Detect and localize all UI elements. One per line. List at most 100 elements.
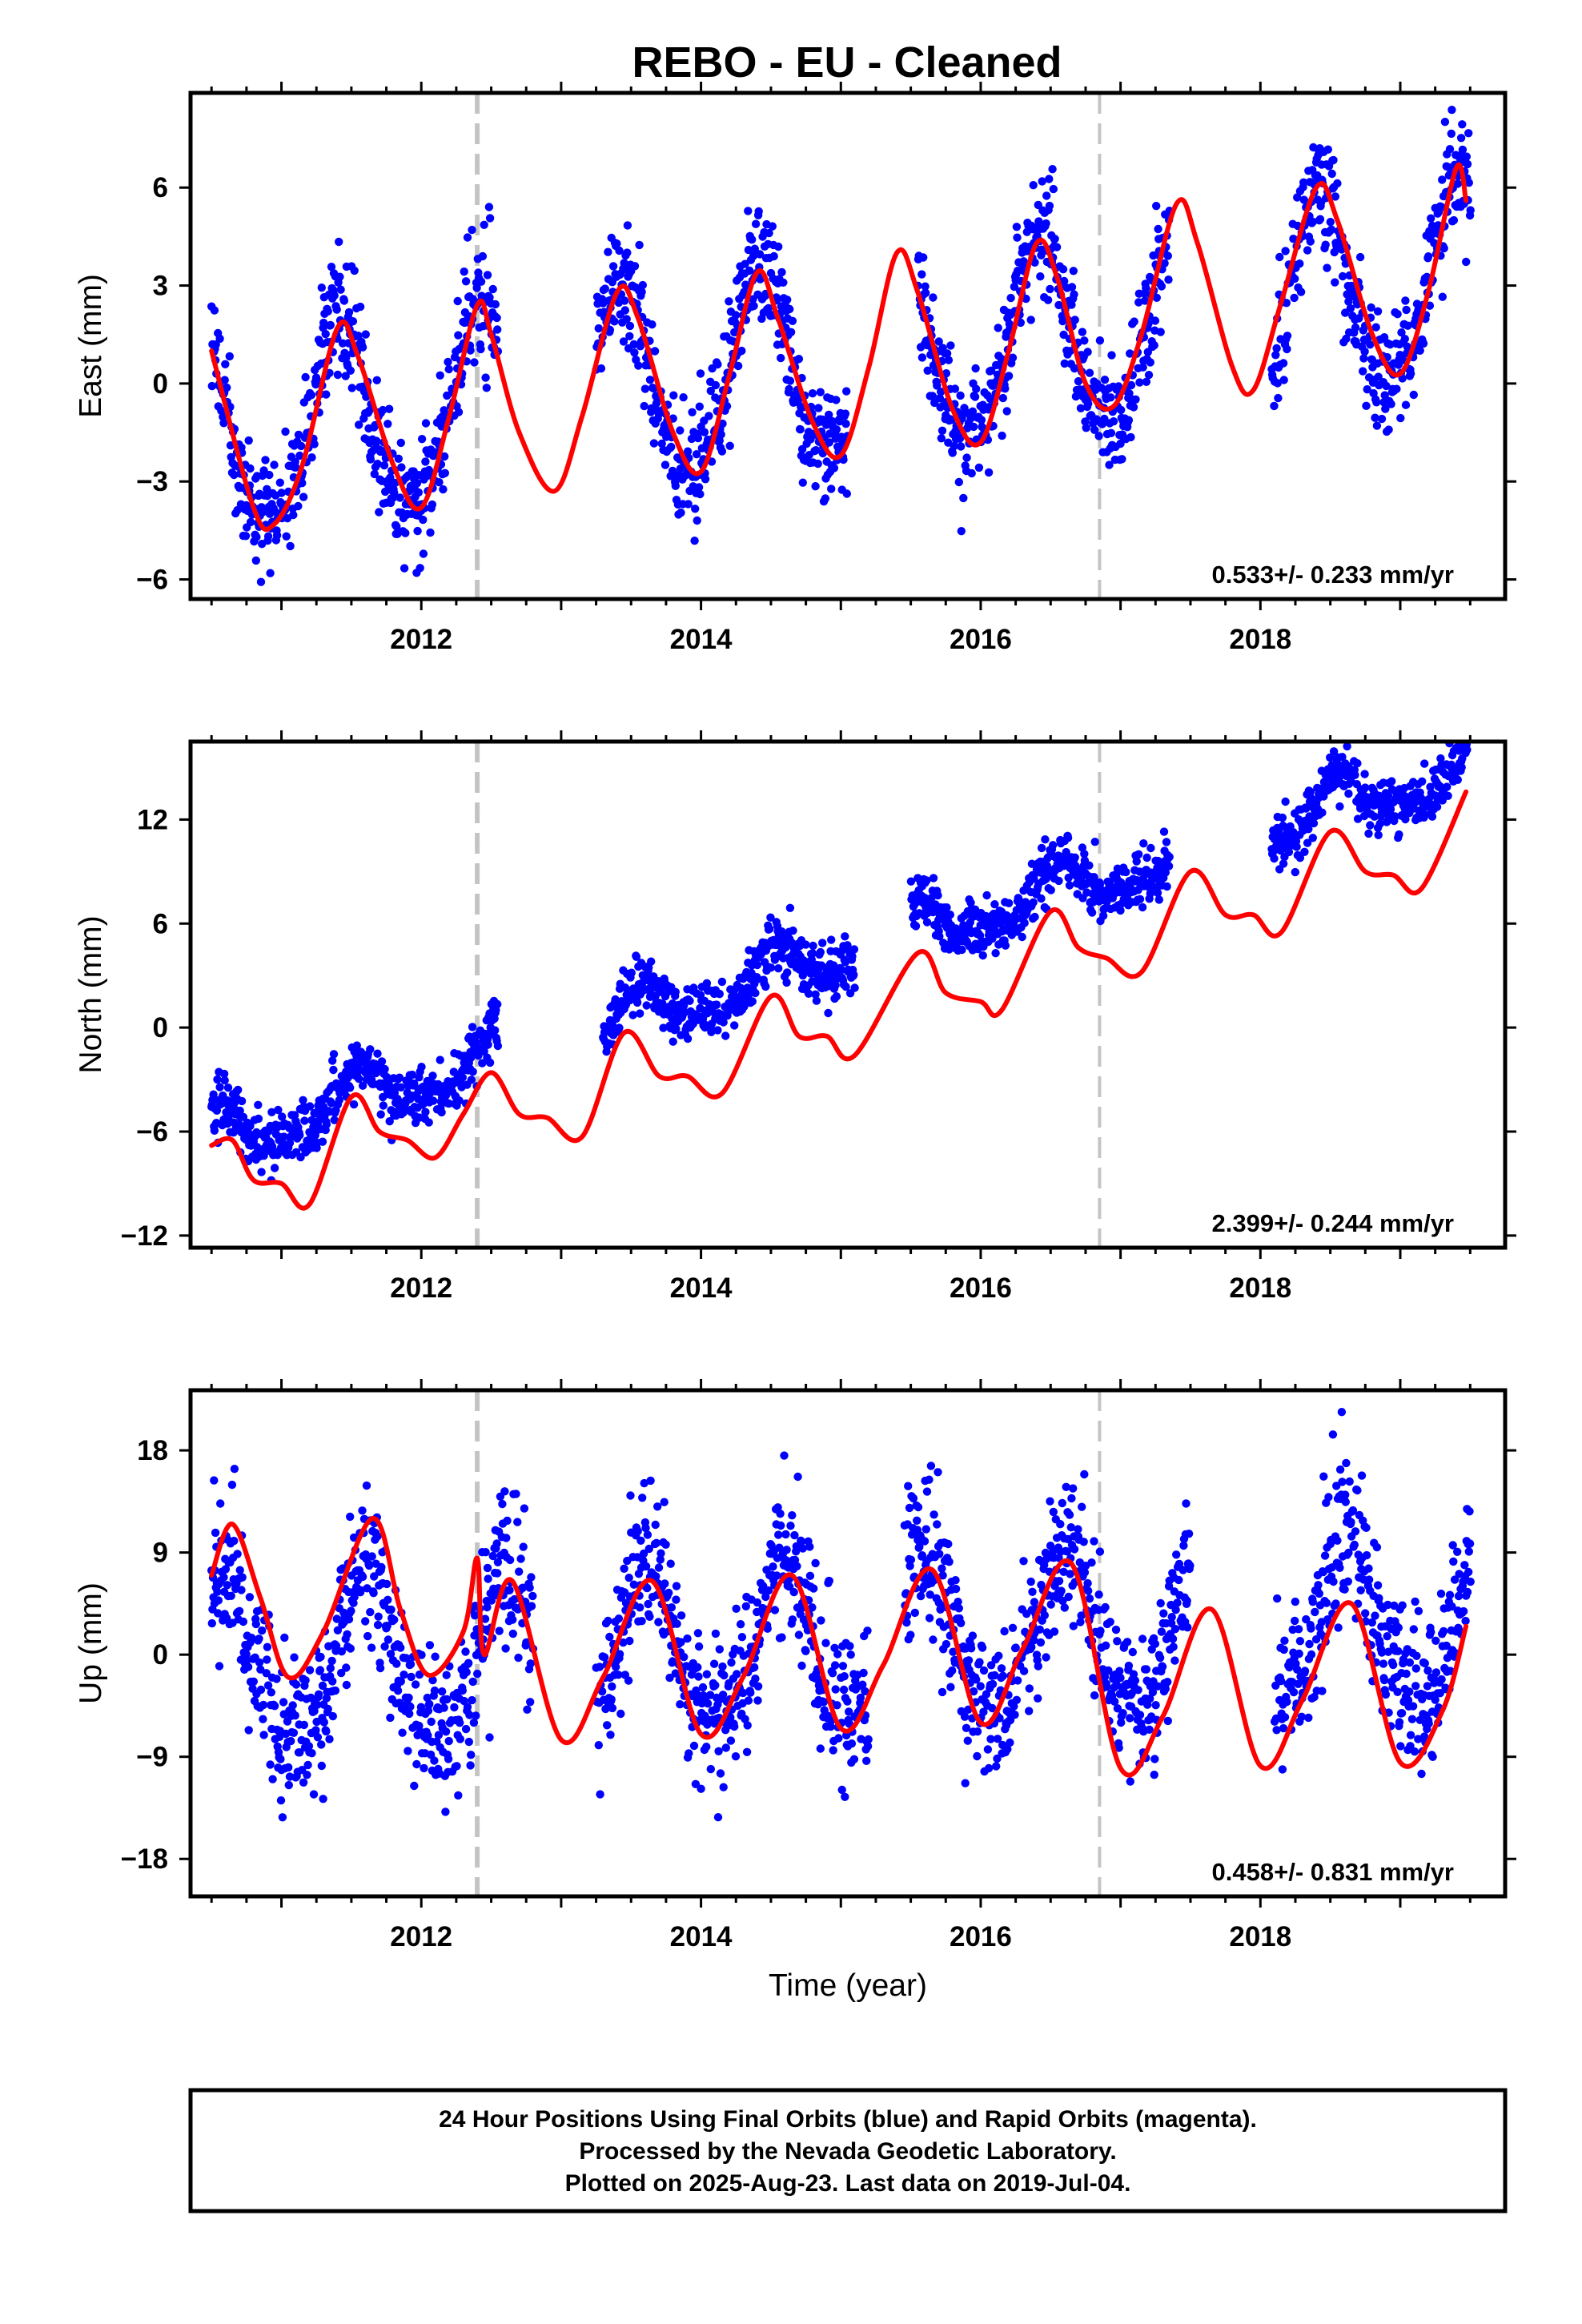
up-data-point [828,1669,837,1678]
east-data-point [1440,118,1450,127]
east-data-point [645,376,655,384]
north-data-point [1420,759,1429,768]
north-data-point [213,1075,222,1084]
up-data-point [843,1697,852,1706]
north-data-point [715,990,724,999]
up-data-point [400,1671,408,1679]
up-data-point [284,1780,293,1790]
east-data-point [1046,284,1054,294]
north-data-point [669,1037,677,1046]
east-data-point [277,489,286,497]
up-data-point [922,1487,932,1496]
up-data-point [746,1688,755,1697]
east-data-point [1126,380,1136,390]
north-y-tick-label: 0 [153,1012,168,1043]
up-data-point [607,1695,616,1704]
up-data-point [328,1711,337,1721]
up-data-point [691,1779,701,1788]
up-data-point [468,1677,477,1687]
up-data-point [925,1614,934,1622]
north-data-point [235,1106,244,1116]
north-data-point [1135,895,1145,904]
north-data-point [1427,812,1437,821]
up-data-point [788,1511,797,1520]
east-data-point [485,214,495,223]
up-data-point [331,1642,341,1651]
east-data-point [223,383,231,392]
east-data-point [1453,179,1463,188]
north-data-point [352,1041,361,1050]
east-data-point [1076,404,1086,412]
up-data-point [263,1681,273,1690]
east-data-point [1045,175,1054,183]
up-data-point [620,1564,628,1574]
east-data-point [744,207,753,215]
north-data-point [385,1117,394,1126]
east-data-point [630,348,639,357]
up-data-point [964,1656,974,1665]
up-data-point [789,1587,798,1597]
north-data-point [1090,838,1099,846]
up-data-point [978,1643,987,1652]
up-data-point [694,1642,704,1651]
east-plot-area [207,93,1475,599]
east-data-point [307,391,316,400]
north-data-point [458,1073,467,1082]
up-data-point [407,1672,416,1682]
up-data-point [861,1687,869,1696]
up-data-point [858,1680,867,1689]
up-data-point [744,1696,753,1705]
east-data-point [370,469,379,479]
up-data-point [442,1671,451,1679]
up-data-point [968,1631,978,1640]
east-data-point [294,430,303,440]
east-data-point [383,420,392,428]
up-data-point [964,1705,973,1714]
north-data-point [493,999,502,1009]
up-data-point [267,1688,275,1697]
north-y-tick-label: −6 [136,1116,168,1148]
up-data-point [396,1677,405,1686]
up-data-point [859,1668,868,1678]
east-data-point [998,431,1006,440]
up-data-point [846,1651,855,1659]
east-data-point [944,356,954,364]
up-data-point [638,1494,647,1502]
east-data-point [625,332,634,340]
up-data-point [431,1652,440,1661]
up-data-point [519,1542,528,1551]
north-data-point [1018,932,1026,942]
east-data-point [986,366,996,375]
up-data-point [600,1653,609,1662]
east-data-point [386,473,395,482]
east-data-point [1355,252,1365,262]
up-data-point [782,1546,791,1554]
east-data-point [317,283,326,292]
up-data-point [595,1663,604,1671]
up-data-point [245,1593,255,1602]
up-data-point [913,1516,921,1526]
east-data-point [785,304,794,314]
up-data-point [417,1651,426,1659]
up-data-point [605,1632,614,1642]
east-data-point [330,291,339,300]
up-data-point [915,1542,924,1551]
north-data-point [1064,873,1073,883]
east-data-point [246,464,255,473]
east-data-point [461,277,471,286]
north-data-point [220,1076,229,1085]
up-data-point [406,1702,415,1711]
east-data-point [244,436,253,445]
east-data-point [1291,274,1299,283]
up-data-point [356,1586,365,1595]
up-data-point [404,1747,412,1755]
up-data-point [316,1652,325,1662]
east-data-point [400,564,409,573]
east-data-point [998,393,1008,403]
east-data-point [649,384,658,393]
east-data-point [476,277,486,286]
up-data-point [719,1783,728,1791]
up-data-point [677,1611,686,1620]
up-data-point [946,1683,955,1691]
east-data-point [294,501,303,511]
